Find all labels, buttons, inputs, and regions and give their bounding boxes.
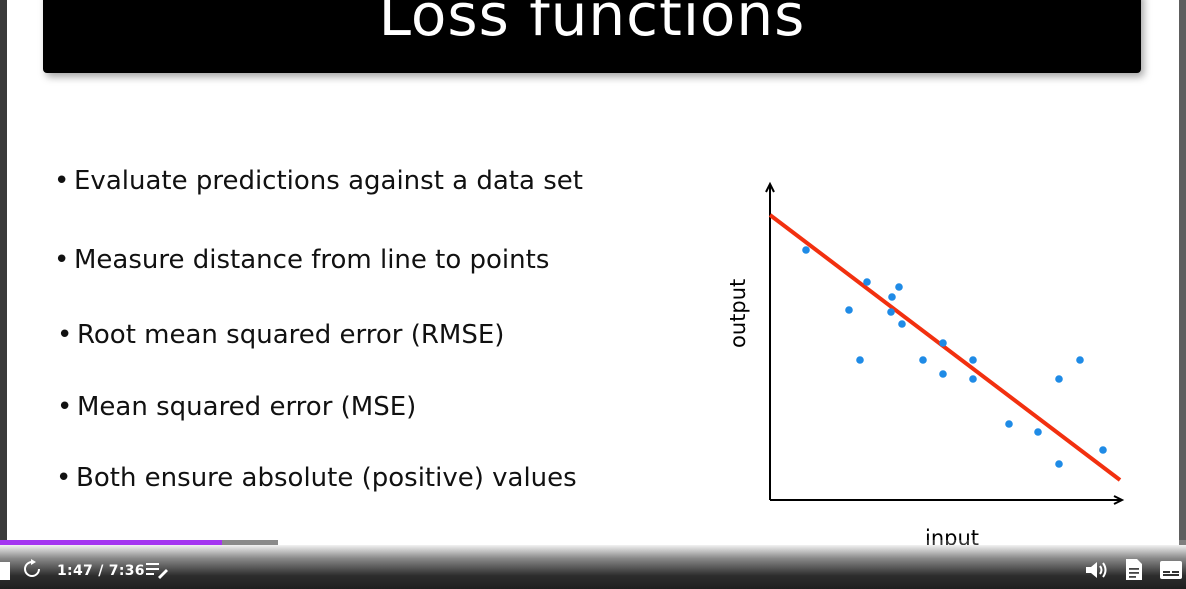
player-controls: 1:47 / 7:36	[0, 545, 1186, 589]
bullet-text: Mean squared error (MSE)	[77, 392, 417, 422]
bullet-dot: •	[56, 463, 72, 493]
data-point	[887, 308, 895, 316]
data-point	[1055, 460, 1063, 468]
chart-svg	[765, 181, 1125, 505]
play-button[interactable]	[0, 562, 10, 580]
x-axis-label: input	[925, 526, 980, 545]
bullet-item: • Mean squared error (MSE)	[57, 392, 416, 422]
title-banner: Loss functions	[43, 0, 1141, 73]
data-point	[898, 320, 906, 328]
captions-icon[interactable]	[1160, 561, 1182, 583]
bullet-item: • Root mean squared error (RMSE)	[57, 320, 504, 350]
y-axis-arrow	[765, 181, 775, 193]
chart-axes	[765, 181, 1125, 505]
slide: Loss functions • Evaluate predictions aga…	[7, 0, 1179, 545]
bullet-item: • Both ensure absolute (positive) values	[56, 463, 577, 493]
chart-marks	[768, 213, 1122, 482]
fit-line	[768, 213, 1122, 482]
data-point	[969, 356, 977, 364]
data-point	[969, 375, 977, 383]
data-point	[1076, 356, 1084, 364]
data-point	[1099, 446, 1107, 454]
bullet-text: Evaluate predictions against a data set	[74, 166, 583, 196]
y-axis-label: output	[726, 278, 750, 348]
volume-icon[interactable]	[1086, 561, 1108, 583]
data-point	[863, 278, 871, 286]
data-point	[1005, 420, 1013, 428]
bullet-text: Measure distance from line to points	[74, 245, 550, 275]
bullet-dot: •	[57, 320, 73, 350]
progress-played	[0, 540, 222, 545]
bullet-dot: •	[57, 392, 73, 422]
regression-chart: input output	[722, 170, 1142, 545]
slide-title: Loss functions	[378, 0, 806, 49]
x-axis-arrow	[1113, 495, 1125, 505]
bullet-dot: •	[54, 166, 70, 196]
data-point	[888, 293, 896, 301]
bullet-text: Root mean squared error (RMSE)	[77, 320, 505, 350]
data-point	[939, 370, 947, 378]
data-point	[919, 356, 927, 364]
notes-icon[interactable]	[146, 561, 168, 583]
progress-track[interactable]	[0, 540, 1186, 545]
data-point	[802, 246, 810, 254]
right-frame	[1179, 0, 1186, 545]
data-point	[1055, 375, 1063, 383]
bullet-text: Both ensure absolute (positive) values	[76, 463, 577, 493]
data-point	[845, 306, 853, 314]
playback-time: 1:47 / 7:36	[57, 563, 145, 579]
data-point	[856, 356, 864, 364]
bullet-item: • Evaluate predictions against a data set	[54, 166, 583, 196]
rewind-icon[interactable]	[22, 559, 42, 583]
transcript-icon[interactable]	[1126, 559, 1142, 584]
data-point	[1034, 428, 1042, 436]
data-point	[895, 283, 903, 291]
left-frame	[0, 0, 7, 545]
bullet-item: • Measure distance from line to points	[54, 245, 549, 275]
bullet-dot: •	[54, 245, 70, 275]
data-point	[939, 339, 947, 347]
